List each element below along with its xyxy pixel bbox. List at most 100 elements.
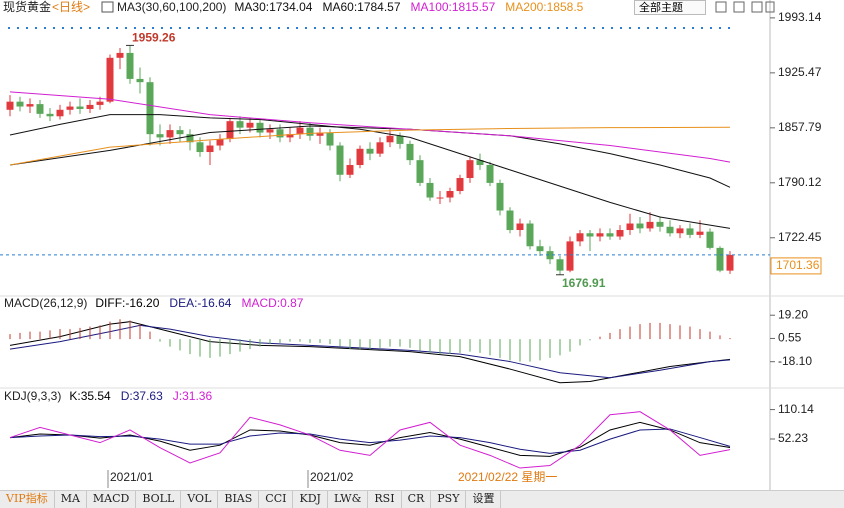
candle-body bbox=[76, 106, 84, 109]
candle-body bbox=[416, 160, 424, 183]
series-line bbox=[9, 411, 731, 469]
candle-body bbox=[116, 52, 124, 58]
panel-title: KDJ(9,3,3) bbox=[4, 389, 61, 403]
candle-body bbox=[156, 134, 164, 138]
series-line bbox=[9, 324, 731, 379]
candle-body bbox=[556, 259, 564, 271]
candle-body bbox=[706, 231, 714, 248]
candle-body bbox=[696, 231, 704, 235]
candle-body bbox=[126, 52, 134, 79]
candle-body bbox=[686, 228, 694, 235]
tab[interactable]: MACD bbox=[87, 491, 137, 508]
period[interactable]: <日线> bbox=[52, 0, 90, 14]
candle-body bbox=[36, 104, 44, 114]
candle-body bbox=[486, 165, 494, 183]
candle-body bbox=[366, 148, 374, 154]
legend-entry: MA60:1784.57 bbox=[322, 0, 400, 14]
tab[interactable]: CR bbox=[402, 491, 432, 508]
candle-body bbox=[536, 246, 544, 252]
candle-body bbox=[346, 165, 354, 175]
x-tick-label: 2021/02 bbox=[310, 470, 354, 484]
last-price-label: 1701.36 bbox=[776, 258, 820, 272]
y-tick-label: 19.20 bbox=[778, 307, 808, 321]
tab[interactable]: MA bbox=[55, 491, 87, 508]
icon bbox=[101, 1, 114, 13]
candle-body bbox=[386, 135, 394, 143]
y-tick-label: 1857.79 bbox=[778, 120, 822, 134]
legend-entry: K:35.54 bbox=[69, 389, 111, 403]
candle-body bbox=[496, 182, 504, 211]
candle-body bbox=[356, 148, 364, 166]
candle-body bbox=[146, 82, 154, 135]
tab[interactable]: KDJ bbox=[293, 491, 328, 508]
tab[interactable]: BIAS bbox=[218, 491, 260, 508]
y-tick-label: 1925.47 bbox=[778, 65, 822, 79]
candle-body bbox=[216, 139, 224, 146]
candle-body bbox=[476, 160, 484, 166]
y-tick-label: 52.23 bbox=[778, 431, 808, 445]
candle-body bbox=[456, 178, 464, 192]
annotation-label: 1676.91 bbox=[562, 276, 606, 290]
candle-body bbox=[66, 106, 74, 110]
candle-body bbox=[576, 233, 584, 242]
candle-body bbox=[166, 130, 174, 138]
tab-bar: VIP指标 MA MACD BOLL VOL BIAS CCI KDJ LW& RSI CR PSY 设… bbox=[0, 490, 844, 508]
series-line bbox=[9, 321, 731, 384]
legend-entry: DEA:-16.64 bbox=[169, 296, 231, 310]
candle-body bbox=[376, 142, 384, 154]
candle-body bbox=[186, 134, 194, 143]
candle-body bbox=[656, 221, 664, 227]
series-line bbox=[9, 91, 731, 163]
candle-body bbox=[726, 254, 734, 271]
candle-body bbox=[266, 129, 274, 133]
candle-body bbox=[6, 101, 14, 110]
candle-body bbox=[26, 104, 34, 107]
legend-entry: J:31.36 bbox=[173, 389, 213, 403]
panel-title: MACD(26,12,9) bbox=[4, 296, 87, 310]
candle-body bbox=[336, 145, 344, 175]
candle-body bbox=[566, 241, 574, 271]
candle-body bbox=[326, 132, 334, 146]
candle-body bbox=[246, 122, 254, 128]
candle-body bbox=[666, 226, 674, 234]
tab[interactable]: VIP指标 bbox=[0, 491, 55, 508]
candle-body bbox=[276, 129, 284, 138]
candle-body bbox=[56, 109, 64, 117]
candle-body bbox=[206, 145, 214, 153]
candle-body bbox=[646, 221, 654, 229]
legend-entry: MA30:1734.04 bbox=[234, 0, 312, 14]
tab[interactable]: CCI bbox=[259, 491, 294, 508]
candle-body bbox=[676, 228, 684, 234]
candle-body bbox=[586, 233, 594, 237]
candle-body bbox=[716, 247, 724, 271]
annotation-label: 1959.26 bbox=[132, 31, 176, 45]
theme-button[interactable]: 全部主题 bbox=[634, 0, 706, 15]
tab[interactable]: VOL bbox=[181, 491, 219, 508]
candle-body bbox=[616, 230, 624, 237]
toolbar-icons bbox=[715, 1, 775, 13]
x-tick-label: 2021/01 bbox=[110, 470, 154, 484]
candle-body bbox=[596, 233, 604, 237]
candle-body bbox=[546, 251, 554, 260]
tab[interactable]: BOLL bbox=[136, 491, 182, 508]
candle-body bbox=[516, 223, 524, 231]
tab[interactable]: PSY bbox=[431, 491, 467, 508]
candle-body bbox=[636, 223, 644, 229]
candle-body bbox=[406, 143, 414, 161]
candle-body bbox=[176, 130, 184, 135]
tab[interactable]: RSI bbox=[368, 491, 402, 508]
candle-body bbox=[136, 78, 144, 83]
candle-body bbox=[86, 104, 94, 109]
tab[interactable]: LW& bbox=[328, 491, 369, 508]
legend-entry: DIFF:-16.20 bbox=[95, 296, 159, 310]
candle-body bbox=[46, 113, 54, 117]
tab[interactable]: 设置 bbox=[466, 491, 502, 508]
candle-body bbox=[196, 142, 204, 153]
candle-body bbox=[436, 197, 444, 199]
candle-body bbox=[256, 122, 264, 133]
legend-entry: D:37.63 bbox=[121, 389, 163, 403]
y-tick-label: -18.10 bbox=[778, 354, 812, 368]
candle-body bbox=[446, 191, 454, 198]
candle-body bbox=[16, 101, 24, 107]
